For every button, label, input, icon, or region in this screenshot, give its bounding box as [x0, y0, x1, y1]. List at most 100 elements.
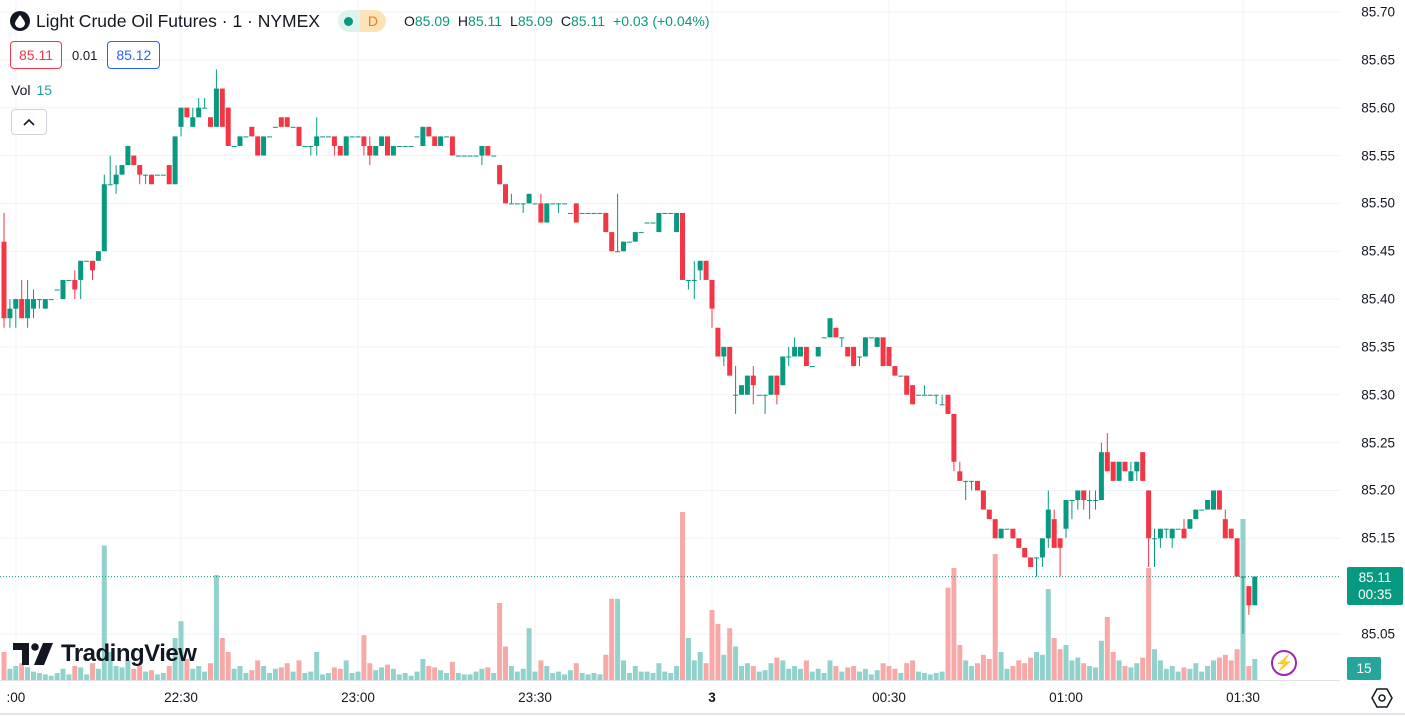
candle-body — [798, 346, 803, 357]
volume-bar — [556, 671, 562, 680]
open-value: 85.09 — [414, 13, 450, 29]
volume-bar — [573, 663, 579, 680]
candle-body — [939, 404, 945, 406]
volume-bar — [821, 673, 827, 680]
volume-bar — [809, 671, 815, 680]
volume-bar — [886, 666, 892, 680]
candle-body — [1081, 490, 1087, 501]
volume-bar — [538, 660, 544, 680]
volume-bar — [839, 671, 845, 680]
volume-bar — [438, 670, 444, 680]
volume-bar — [361, 635, 367, 680]
collapse-legend-button[interactable] — [11, 109, 47, 135]
close-value: 85.11 — [571, 13, 606, 29]
candle-body — [349, 136, 355, 138]
volume-bar — [149, 670, 154, 680]
volume-bar — [921, 673, 927, 680]
candle-body — [290, 126, 296, 128]
candle-body — [1045, 509, 1051, 539]
volume-bar — [892, 668, 898, 680]
candle-body — [1075, 490, 1081, 501]
candle-body — [868, 337, 874, 339]
volume-bar — [172, 638, 178, 680]
volume-bar — [615, 598, 621, 680]
price-tick-label: 85.30 — [1361, 387, 1395, 403]
time-axis[interactable]: :00 22:30 23:00 23:30 3 00:30 01:00 01:30 — [0, 680, 1340, 716]
candle-body — [84, 260, 90, 262]
volume-bar — [320, 674, 326, 680]
volume-bar — [680, 512, 685, 680]
volume-bar — [1122, 666, 1128, 680]
chart-settings-button[interactable] — [1371, 688, 1393, 708]
volume-bar — [621, 660, 626, 680]
volume-bar — [308, 671, 314, 680]
volume-bar — [337, 668, 343, 680]
candle-body — [90, 260, 95, 271]
candlestick-chart[interactable] — [0, 0, 1340, 680]
volume-bar — [314, 652, 320, 680]
candle-body — [969, 480, 975, 482]
candle-body — [420, 126, 426, 146]
candle-body — [615, 251, 621, 253]
volume-bar — [101, 545, 107, 680]
candle-body — [998, 528, 1004, 539]
candle-body — [703, 260, 709, 280]
candle-body — [1128, 471, 1134, 481]
bar-countdown: 00:35 — [1358, 587, 1392, 602]
volume-bar — [379, 667, 385, 680]
chart-grid — [0, 0, 1340, 680]
tradingview-logo[interactable]: TradingView — [13, 640, 197, 668]
sell-button[interactable]: 85.11 — [10, 41, 62, 69]
volume-bar — [703, 663, 709, 680]
symbol-title[interactable]: Light Crude Oil Futures · 1 · NYMEX — [36, 10, 320, 31]
volume-bar — [1051, 638, 1057, 680]
volume-bar — [1075, 657, 1081, 680]
candle-body — [213, 88, 219, 127]
candle-body — [815, 346, 821, 357]
candle-body — [467, 155, 473, 157]
candle-body — [1222, 519, 1228, 539]
candle-body — [650, 222, 656, 224]
volume-bar — [72, 666, 78, 680]
candle-body — [25, 299, 31, 319]
candle-body — [326, 136, 331, 138]
candle-body — [786, 356, 792, 358]
volume-bar — [278, 667, 284, 680]
candle-body — [255, 136, 261, 156]
volume-bar — [497, 603, 503, 680]
candle-body — [196, 107, 202, 118]
volume-bar — [13, 666, 19, 680]
volume-bar — [137, 666, 143, 680]
candle-body — [166, 165, 172, 185]
candle-body — [208, 117, 213, 127]
buy-button[interactable]: 85.12 — [107, 41, 161, 69]
candle-body — [1252, 576, 1258, 606]
volume-bar — [107, 652, 113, 680]
lightning-icon[interactable]: ⚡ — [1271, 650, 1297, 676]
candle-body — [927, 394, 933, 396]
candle-body — [1175, 528, 1181, 530]
price-tick-label: 85.55 — [1361, 148, 1395, 164]
volume-bar — [261, 666, 267, 680]
candle-body — [137, 165, 143, 175]
candle-body — [585, 212, 591, 214]
candle-body — [851, 346, 857, 367]
volume-bar — [733, 646, 739, 680]
candle-body — [479, 145, 485, 156]
candle-body — [733, 394, 739, 396]
volume-bar — [426, 666, 432, 680]
volume-bar — [66, 674, 72, 680]
candle-body — [337, 145, 343, 156]
volume-bar — [284, 663, 290, 680]
market-status-badge[interactable]: D — [337, 10, 386, 32]
volume-bar — [520, 668, 526, 680]
volume-bar — [508, 666, 514, 680]
candle-body — [874, 337, 880, 347]
volume-bar — [727, 628, 733, 680]
candle-body — [1087, 500, 1093, 502]
candle-body — [178, 107, 184, 127]
candle-body — [904, 375, 910, 395]
candle-body — [485, 145, 491, 156]
price-axis[interactable]: 85.70 85.65 85.60 85.55 85.50 85.45 85.40 85.35… — [1340, 0, 1405, 680]
candle-body — [567, 212, 573, 214]
